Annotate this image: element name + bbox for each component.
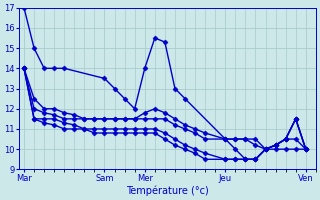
- X-axis label: Température (°c): Température (°c): [126, 185, 209, 196]
